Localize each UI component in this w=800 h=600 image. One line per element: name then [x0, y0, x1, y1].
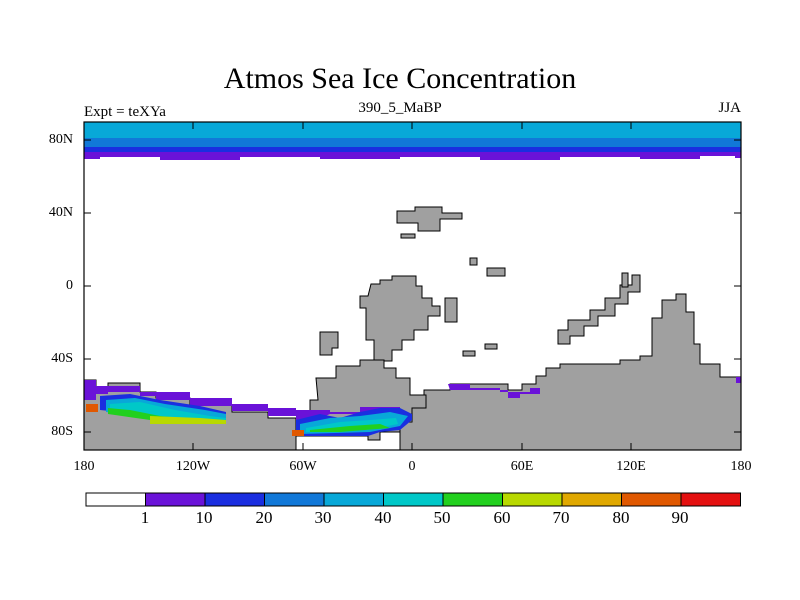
lon-label-60w: 60W — [289, 459, 317, 474]
colorbar-box — [85, 492, 146, 507]
colorbar-label: 40 — [374, 508, 392, 527]
antarctic-ice-outer — [84, 380, 400, 420]
land-europe — [396, 206, 463, 232]
colorbar-label: 10 — [195, 508, 213, 527]
colorbar — [85, 492, 741, 507]
season-label: JJA — [718, 100, 741, 116]
colorbar-label: 90 — [671, 508, 689, 527]
colorbar-box — [502, 492, 563, 507]
lat-label-80s: 80S — [51, 424, 73, 439]
colorbar-box — [561, 492, 622, 507]
antarctic-sea-ice — [84, 377, 741, 436]
colorbar-label: 60 — [493, 508, 511, 527]
arctic-ice-edge — [84, 152, 741, 160]
lat-label-40n: 40N — [48, 205, 73, 220]
colorbar-label: 50 — [433, 508, 451, 527]
lon-label-120e: 120E — [616, 459, 646, 474]
antarctic-ice-red — [86, 404, 98, 412]
lon-label-180e: 180 — [730, 459, 752, 474]
colorbar-box — [145, 492, 206, 507]
longitude-ticks — [192, 122, 632, 450]
antarctic-ice-pacific-red — [292, 430, 304, 436]
antarctic-ice-atlantic — [448, 384, 540, 398]
lon-label-0: 0 — [408, 459, 416, 474]
lon-label-120w: 120W — [175, 459, 211, 474]
arctic-ice-band — [84, 147, 741, 152]
lon-label-180w: 180 — [73, 459, 95, 474]
antarctic-ice-green — [108, 408, 200, 420]
lat-label-40s: 40S — [51, 351, 73, 366]
colorbar-box — [204, 492, 265, 507]
lat-label-80n: 80N — [48, 132, 73, 147]
colorbar-label: 30 — [314, 508, 332, 527]
experiment-label: Expt = teXYa — [84, 104, 166, 120]
colorbar-label: 1 — [140, 508, 150, 527]
lon-label-60e: 60E — [510, 459, 534, 474]
map-title: Atmos Sea Ice Concentration — [223, 62, 577, 95]
land-island — [621, 272, 629, 288]
arctic-ice-band — [84, 138, 741, 147]
antarctic-ice-yellow — [150, 416, 226, 424]
land-island — [444, 297, 458, 323]
colorbar-label: 80 — [612, 508, 630, 527]
land-africa — [359, 275, 441, 362]
colorbar-box — [442, 492, 503, 507]
colorbar-box — [680, 492, 741, 507]
colorbar-box — [264, 492, 325, 507]
colorbar-box — [383, 492, 444, 507]
arctic-sea-ice — [84, 122, 741, 160]
antarctic-ice-pacific-green — [310, 424, 390, 432]
land-island — [319, 331, 339, 356]
colorbar-box — [323, 492, 384, 507]
antarctic-ice-edge — [736, 377, 741, 383]
latitude-ticks — [84, 139, 741, 433]
land-island — [469, 257, 478, 266]
arctic-ice-band — [84, 122, 741, 138]
land-island — [400, 233, 416, 239]
land-island — [462, 350, 476, 357]
land-island — [484, 343, 498, 350]
land-indonesia — [557, 274, 641, 345]
colorbar-box — [621, 492, 682, 507]
lat-label-0: 0 — [66, 278, 73, 293]
colorbar-label: 70 — [552, 508, 570, 527]
land-island — [486, 267, 506, 277]
period-label: 390_5_MaBP — [358, 100, 442, 116]
colorbar-label: 20 — [255, 508, 273, 527]
